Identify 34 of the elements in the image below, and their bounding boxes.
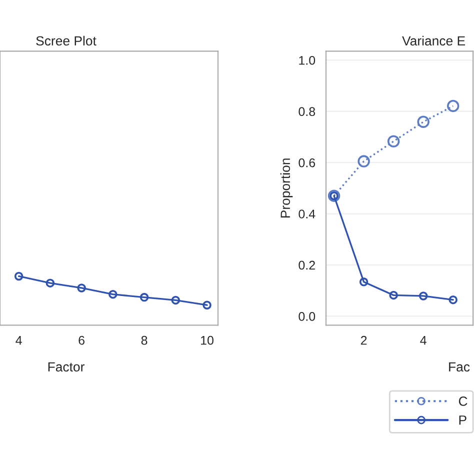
point	[359, 278, 368, 286]
point	[140, 292, 149, 302]
point	[448, 295, 458, 304]
point	[389, 290, 398, 300]
point	[446, 100, 460, 112]
point	[358, 155, 370, 168]
x-axis-title: Fac	[449, 362, 470, 372]
y-tick-label: 0.6	[298, 158, 316, 168]
x-axis-title: Factor	[48, 362, 84, 372]
legend-label: P	[459, 416, 466, 425]
x-tick-label: 4	[16, 336, 22, 345]
point	[171, 296, 180, 305]
legend-label: C	[458, 396, 468, 406]
point	[108, 290, 118, 299]
y-tick-label: 0.2	[298, 260, 315, 270]
y-tick-label: 1.0	[299, 56, 316, 65]
point	[417, 116, 430, 128]
y-tick-label: 0.8	[298, 107, 316, 116]
chart-title: Scree Plot	[36, 36, 96, 46]
point	[387, 135, 400, 148]
x-tick-label: 6	[78, 336, 84, 345]
point	[77, 284, 86, 292]
point	[46, 278, 55, 288]
y-tick-label: 0.0	[298, 312, 316, 321]
point	[418, 292, 428, 300]
x-tick-label: 8	[141, 336, 148, 345]
point	[202, 300, 212, 310]
y-tick-label: 0.4	[298, 210, 316, 218]
chart-title: Variance E	[402, 36, 465, 46]
x-tick-label: 4	[420, 336, 426, 345]
point	[14, 272, 24, 281]
y-axis-title: Proportion	[280, 158, 293, 218]
x-tick-label: 2	[360, 336, 367, 345]
x-tick-label: 10	[201, 336, 214, 345]
